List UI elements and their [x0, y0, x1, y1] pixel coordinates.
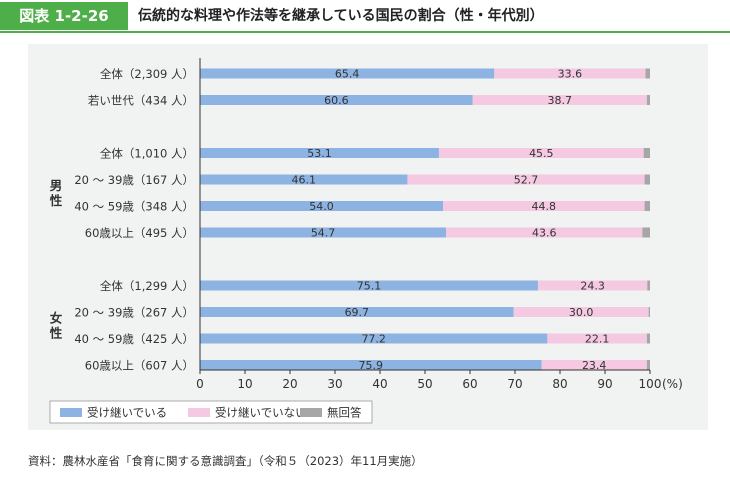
- category-label: 40 ～ 59歳（425 人）: [74, 332, 194, 346]
- x-tick-label: 10: [237, 377, 252, 391]
- bar-segment: [200, 201, 443, 211]
- bar-segment: [200, 148, 439, 158]
- legend-box: [49, 400, 373, 424]
- bar-segment: [443, 201, 645, 211]
- bar-segment: [446, 227, 643, 238]
- category-label: 60歳以上（607 人）: [85, 359, 194, 373]
- figure-number-badge: 図表 1-2-26: [0, 2, 128, 30]
- group-label: 男性: [49, 178, 63, 208]
- bar-segment: [200, 227, 447, 238]
- header-rule: [0, 31, 730, 33]
- category-label: 60歳以上（495 人）: [85, 226, 194, 240]
- category-label: 全体（1,010 人）: [100, 147, 194, 161]
- bar-value-label: 24.3: [580, 280, 605, 293]
- bar-segment: [647, 280, 650, 291]
- category-label: 20 ～ 39歳（167 人）: [74, 173, 194, 187]
- bar-segment: [644, 174, 650, 185]
- x-tick-label: 20: [282, 377, 297, 391]
- bar-segment: [200, 174, 408, 185]
- category-label: 全体（1,299 人）: [100, 279, 194, 293]
- bar-segment: [494, 68, 646, 79]
- bar-value-label: 75.9: [359, 359, 384, 372]
- legend-label: 無回答: [327, 406, 362, 420]
- bar-segment: [200, 360, 542, 370]
- bar-segment: [200, 68, 495, 79]
- x-tick-label: 90: [597, 377, 612, 391]
- category-label: 若い世代（434 人）: [88, 94, 194, 108]
- legend-label: 受け継いでいない: [215, 406, 307, 420]
- bar-segment: [200, 95, 473, 105]
- bar-segment: [645, 68, 650, 79]
- x-tick-label: 40: [372, 377, 387, 391]
- x-tick-label: 80: [552, 377, 567, 391]
- bar-segment: [644, 201, 650, 211]
- chart-panel: 65.4 33.6 全体（2,309 人） 60.6 38.7 若い世代（434 人） 53…: [28, 44, 708, 430]
- legend-swatch: [188, 408, 210, 417]
- source-note: 資料：農林水産省「食育に関する意識調査」（令和５（2023）年11月実施）: [28, 454, 423, 468]
- bar-value-label: 38.7: [548, 94, 573, 107]
- bar-value-label: 30.0: [569, 306, 594, 319]
- bar-segment: [648, 307, 650, 317]
- category-label: 20 ～ 39歳（267 人）: [74, 306, 194, 320]
- bar-segment: [646, 95, 650, 105]
- figure-header: 図表 1-2-26 伝統的な料理や作法等を継承している国民の割合（性・年代別）: [0, 0, 730, 33]
- bar-value-label: 69.7: [345, 306, 370, 319]
- bar-segment: [646, 360, 650, 370]
- bar-segment: [547, 333, 647, 344]
- bar-value-label: 45.5: [529, 147, 554, 160]
- bar-value-label: 53.1: [307, 147, 332, 160]
- bar-segment: [541, 360, 647, 370]
- legend-label: 受け継いでいる: [87, 406, 167, 420]
- bar-segment: [537, 280, 648, 291]
- bar-segment: [407, 174, 645, 185]
- bar-value-label: 46.1: [291, 174, 316, 187]
- bar-value-label: 65.4: [335, 68, 360, 81]
- bar-value-label: 54.7: [311, 227, 336, 240]
- x-unit-label: (%): [662, 377, 683, 391]
- bar-segment: [200, 307, 514, 317]
- bar-segment: [200, 280, 538, 291]
- bar-value-label: 54.0: [309, 200, 334, 213]
- bar-value-label: 75.1: [357, 280, 382, 293]
- bar-segment: [513, 307, 649, 317]
- bar-segment: [438, 148, 644, 158]
- legend-swatch: [60, 408, 82, 417]
- x-tick-label: 0: [196, 377, 204, 391]
- bar-value-label: 23.4: [582, 359, 607, 372]
- x-tick-label: 70: [507, 377, 522, 391]
- stacked-bar-chart: 65.4 33.6 全体（2,309 人） 60.6 38.7 若い世代（434 人） 53…: [49, 58, 683, 424]
- legend-swatch: [300, 408, 322, 417]
- x-tick-label: 100: [639, 377, 662, 391]
- bar-segment: [643, 148, 650, 158]
- category-label: 全体（2,309 人）: [100, 67, 194, 81]
- bar-value-label: 44.8: [532, 200, 557, 213]
- bar-segment: [642, 227, 650, 238]
- bar-value-label: 52.7: [514, 174, 539, 187]
- bar-value-label: 43.6: [532, 227, 557, 240]
- category-label: 40 ～ 59歳（348 人）: [74, 200, 194, 214]
- x-tick-label: 60: [462, 377, 477, 391]
- bar-value-label: 33.6: [558, 68, 583, 81]
- x-tick-label: 50: [417, 377, 432, 391]
- bar-segment: [646, 333, 650, 344]
- bar-segment: [472, 95, 647, 105]
- bar-segment: [200, 333, 548, 344]
- figure-title: 伝統的な料理や作法等を継承している国民の割合（性・年代別）: [138, 8, 544, 24]
- bar-value-label: 60.6: [324, 94, 349, 107]
- x-tick-label: 30: [327, 377, 342, 391]
- group-label: 女性: [49, 310, 63, 340]
- bar-value-label: 22.1: [585, 333, 610, 346]
- bar-value-label: 77.2: [361, 333, 386, 346]
